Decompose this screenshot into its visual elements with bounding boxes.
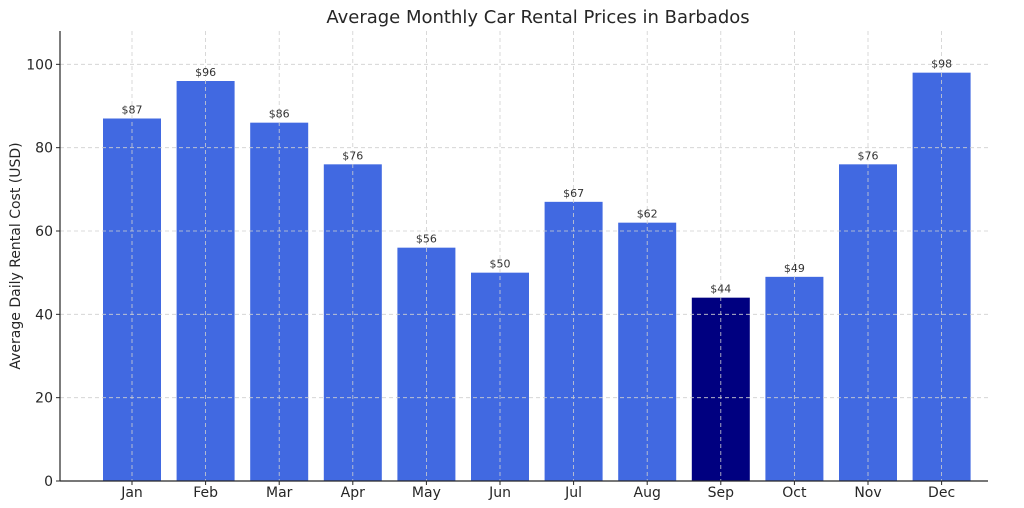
data-label: $62 — [637, 208, 658, 221]
x-tick-label: Dec — [928, 485, 955, 501]
data-label: $76 — [858, 149, 879, 162]
data-label: $76 — [342, 149, 363, 162]
y-axis-label: Average Daily Rental Cost (USD) — [8, 142, 24, 369]
y-tick-label: 20 — [35, 391, 53, 407]
x-tick-label: Jun — [488, 485, 511, 501]
y-tick-label: 60 — [35, 224, 53, 240]
bar-nov — [839, 164, 897, 482]
data-label: $96 — [195, 66, 216, 79]
x-tick-label: May — [412, 485, 441, 501]
data-label: $67 — [563, 187, 584, 200]
data-label: $87 — [122, 104, 143, 117]
chart-title: Average Monthly Car Rental Prices in Bar… — [326, 7, 749, 28]
x-tick-label: Sep — [708, 485, 735, 501]
data-label: $56 — [416, 233, 437, 246]
data-label: $86 — [269, 108, 290, 121]
x-tick-label: Mar — [266, 485, 293, 501]
x-tick-label: Jul — [564, 485, 582, 501]
bar-feb — [176, 81, 235, 481]
bar-apr — [323, 164, 382, 482]
y-tick-label: 40 — [35, 307, 53, 323]
data-label: $50 — [490, 258, 511, 271]
bar-mar — [250, 122, 309, 482]
x-tick-label: Aug — [634, 485, 661, 501]
x-tick-label: Apr — [341, 485, 365, 501]
bar-aug — [618, 222, 677, 481]
data-label: $98 — [931, 58, 952, 71]
y-tick-label: 80 — [35, 141, 53, 157]
data-label: $44 — [710, 283, 731, 296]
x-tick-label: Nov — [854, 485, 881, 501]
data-label: $49 — [784, 262, 805, 275]
x-tick-label: Oct — [782, 485, 807, 501]
x-tick-label: Jan — [120, 485, 143, 501]
y-tick-label: 100 — [26, 57, 53, 73]
y-tick-label: 0 — [44, 474, 53, 490]
x-tick-label: Feb — [193, 485, 218, 501]
